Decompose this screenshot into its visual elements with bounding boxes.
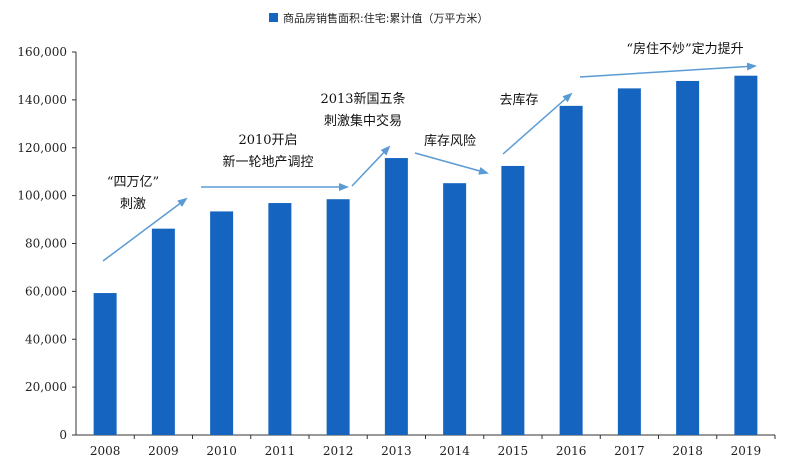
y-tick-label: 120,000 <box>17 141 67 155</box>
legend: 商品房销售面积:住宅:累计值（万平方米） <box>269 11 488 25</box>
bar-2017 <box>617 88 641 435</box>
annotation-4-line-1: 库存风险 <box>424 133 476 149</box>
bar-2011 <box>268 203 292 435</box>
trend-arrow-3 <box>351 145 391 187</box>
bar-2018 <box>676 80 700 435</box>
y-tick-label: 140,000 <box>17 93 67 107</box>
bar-2010 <box>210 211 234 435</box>
annotation-1-line-2: 刺激 <box>120 197 146 212</box>
x-tick-label: 2015 <box>498 444 529 458</box>
x-tick-label: 2017 <box>614 444 645 458</box>
bar-2013 <box>384 158 408 435</box>
y-tick-label: 0 <box>59 428 67 442</box>
x-tick-label: 2018 <box>672 444 703 458</box>
annotation-1-line-1: “四万亿” <box>107 175 159 190</box>
annotation-3-line-2: 刺激集中交易 <box>324 113 402 129</box>
bar-2014 <box>443 183 467 435</box>
y-tick-label: 100,000 <box>17 189 67 203</box>
annotation-2-line-1: 2010开启 <box>238 133 297 148</box>
x-tick-label: 2008 <box>90 444 121 458</box>
annotation-3-line-1: 2013新国五条 <box>320 91 405 107</box>
y-tick-label: 80,000 <box>25 237 67 251</box>
x-tick-label: 2012 <box>323 444 354 458</box>
bar-2009 <box>151 228 175 435</box>
x-tick-label: 2010 <box>206 444 237 458</box>
annotation-5-line-1: 去库存 <box>499 92 538 108</box>
x-tick-label: 2019 <box>731 444 762 458</box>
y-tick-label: 40,000 <box>25 332 67 346</box>
annotation-6-line-1: “房住不炒”定力提升 <box>626 41 743 57</box>
x-tick-label: 2016 <box>556 444 587 458</box>
bar-2012 <box>326 199 350 435</box>
trend-arrow-6 <box>579 62 757 78</box>
legend-label: 商品房销售面积:住宅:累计值（万平方米） <box>283 11 488 25</box>
trend-arrow-4 <box>414 152 489 175</box>
annotation-2-line-2: 新一轮地产调控 <box>222 154 313 170</box>
trend-arrow-5 <box>502 92 573 155</box>
x-tick-label: 2013 <box>381 444 412 458</box>
x-tick-label: 2014 <box>439 444 470 458</box>
bar-2015 <box>501 165 525 435</box>
bar-2016 <box>559 105 583 435</box>
y-tick-label: 20,000 <box>25 380 67 394</box>
y-tick-label: 60,000 <box>25 284 67 298</box>
legend-swatch <box>269 13 278 22</box>
x-tick-label: 2011 <box>265 444 296 458</box>
x-tick-label: 2009 <box>148 444 179 458</box>
bar-2008 <box>93 293 117 435</box>
bar-2019 <box>734 75 758 436</box>
trend-arrow-1 <box>102 197 188 262</box>
y-tick-label: 160,000 <box>17 45 67 59</box>
